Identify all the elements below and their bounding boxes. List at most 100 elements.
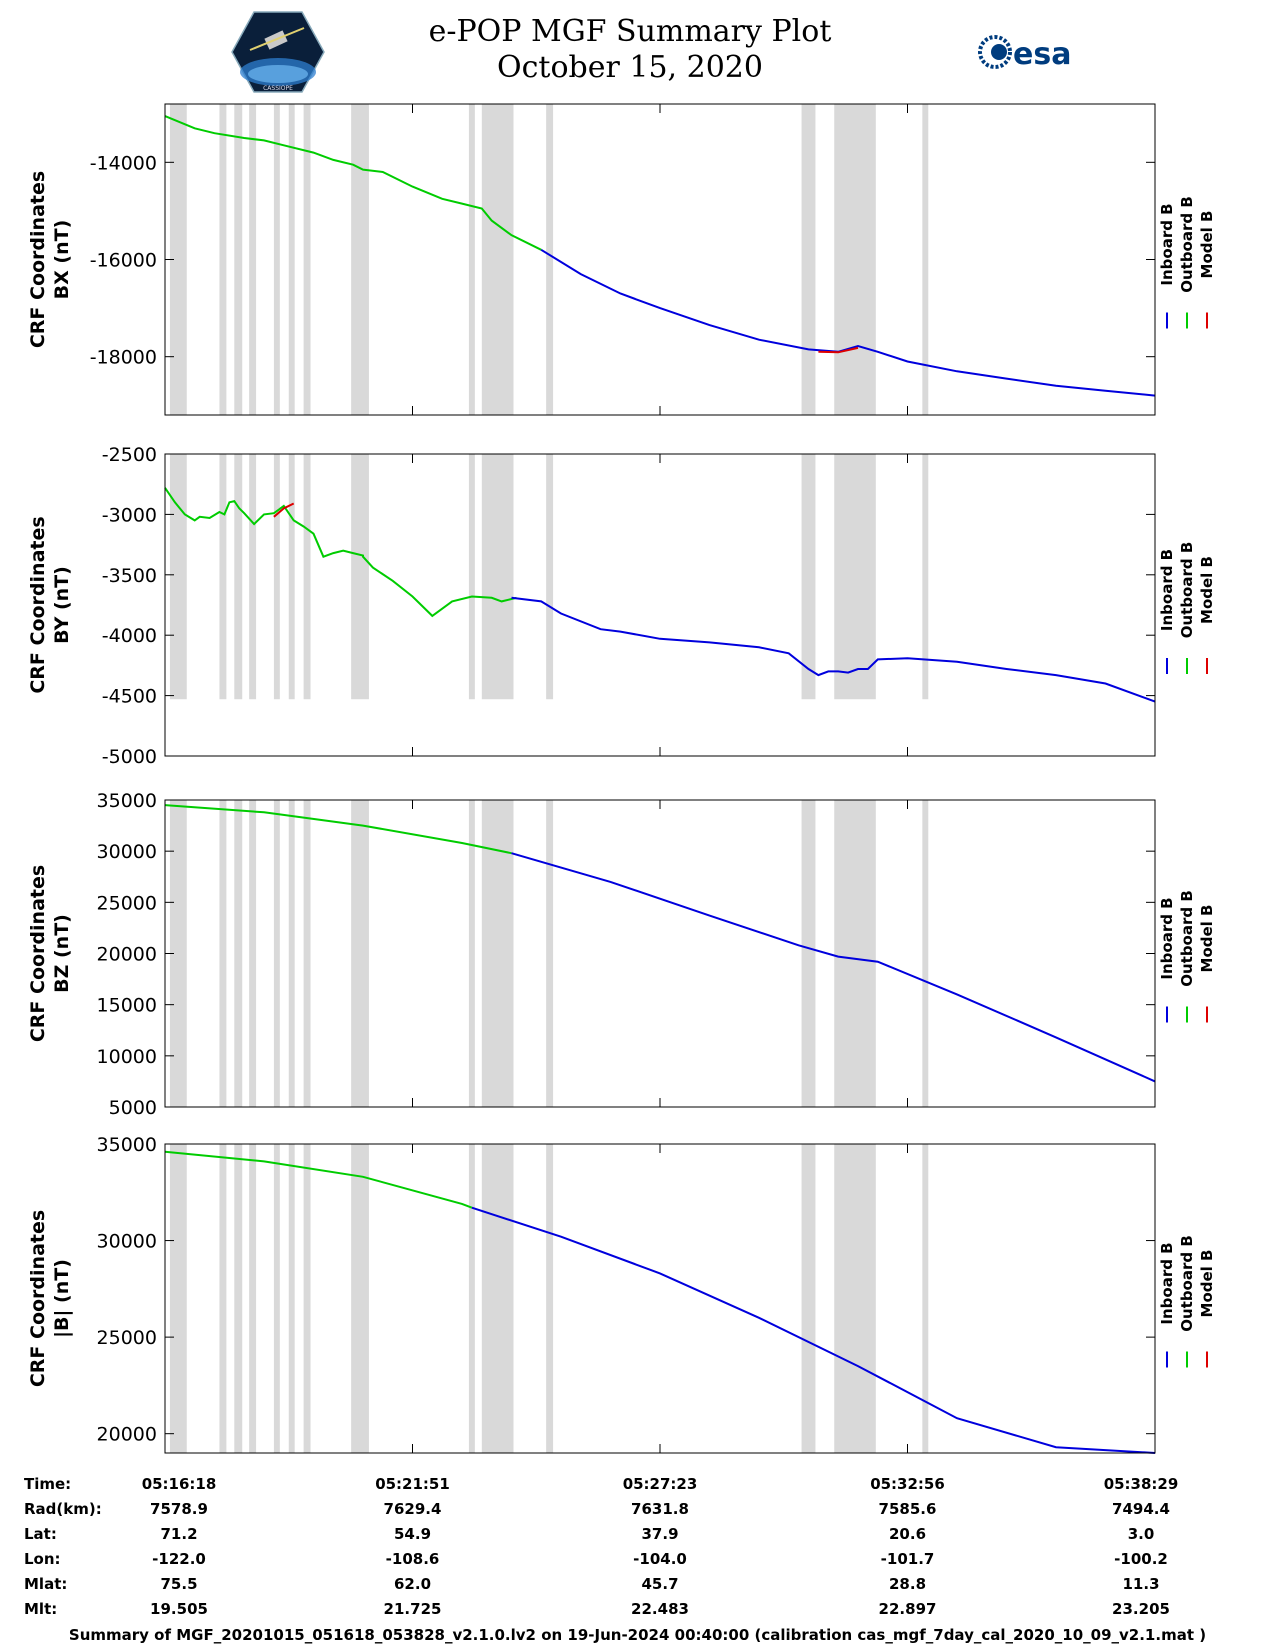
- legend-label: Outboard B: [1178, 1235, 1196, 1332]
- shaded-gap-region: [303, 454, 311, 700]
- shaded-gap-region: [801, 800, 816, 1107]
- shaded-gap-region: [249, 104, 257, 415]
- shaded-gap-region: [481, 800, 514, 1107]
- shaded-gap-region: [303, 800, 311, 1107]
- plot-frame: [164, 103, 1156, 416]
- y-tick-label: 35000: [97, 1134, 157, 1156]
- shaded-gap-region: [351, 454, 369, 700]
- footer-caption: Summary of MGF_20201015_051618_053828_v2…: [68, 1626, 1207, 1644]
- y-axis-label-line2: BZ (nT): [51, 914, 73, 993]
- shaded-gap-region: [303, 1144, 311, 1453]
- plot-frame: [164, 799, 1156, 1108]
- shaded-gap-region: [288, 454, 295, 700]
- shaded-gap-region: [219, 104, 227, 415]
- shaded-gap-region: [468, 454, 475, 700]
- shaded-gap-region: [351, 800, 369, 1107]
- shaded-gap-region: [834, 454, 876, 700]
- cassiope-logo: CASSIOPE: [231, 11, 325, 93]
- y-tick-label: -18000: [90, 347, 157, 369]
- shaded-gap-region: [468, 800, 475, 1107]
- esa-logo-text: esa: [1013, 37, 1071, 72]
- shaded-gap-region: [273, 104, 280, 415]
- series-line-inboard-b: [540, 248, 1156, 397]
- y-axis-label-line1: CRF Coordinates: [27, 865, 49, 1042]
- shaded-gap-region: [169, 104, 187, 415]
- shaded-gap-region: [801, 454, 816, 700]
- shaded-gap-region: [801, 1144, 816, 1453]
- y-tick-label: 10000: [97, 1046, 157, 1068]
- shaded-gap-region: [351, 1144, 369, 1453]
- y-tick-label: 20000: [97, 944, 157, 966]
- shaded-gap-region: [922, 1144, 929, 1453]
- shaded-gap-region: [234, 800, 243, 1107]
- shaded-gap-region: [303, 104, 311, 415]
- legend-label: Inboard B: [1158, 897, 1176, 979]
- legend-label: Outboard B: [1178, 196, 1196, 293]
- shaded-gap-region: [234, 104, 243, 415]
- y-tick-label: -3000: [102, 504, 157, 526]
- title-line-2: October 15, 2020: [497, 50, 763, 85]
- shaded-gap-region: [288, 104, 295, 415]
- legend-label: Outboard B: [1178, 542, 1196, 639]
- cassiope-logo-text: CASSIOPE: [263, 85, 293, 92]
- shaded-gap-region: [249, 454, 257, 700]
- y-tick-label: -4500: [102, 686, 157, 708]
- plot-frame: [164, 453, 1156, 757]
- y-tick-label: 5000: [109, 1097, 157, 1119]
- shaded-gap-region: [169, 800, 187, 1107]
- y-tick-label: 35000: [97, 790, 157, 812]
- shaded-gap-region: [468, 104, 475, 415]
- series-line-inboard-b: [511, 596, 1156, 703]
- legend-label: Inboard B: [1158, 203, 1176, 285]
- shaded-gap-region: [922, 454, 929, 700]
- shaded-gap-region: [219, 800, 227, 1107]
- shaded-gap-region: [834, 1144, 876, 1453]
- shaded-gap-region: [234, 454, 243, 700]
- series-line-model-b: [818, 346, 859, 354]
- y-tick-label: -3500: [102, 565, 157, 587]
- y-axis-label-line2: |B| (nT): [51, 1259, 73, 1338]
- y-axis-label-line1: CRF Coordinates: [27, 1210, 49, 1387]
- y-axis-label-line1: CRF Coordinates: [27, 171, 49, 348]
- shaded-gap-region: [273, 800, 280, 1107]
- y-tick-label: 30000: [97, 841, 157, 863]
- shaded-gap-region: [219, 454, 227, 700]
- shaded-gap-region: [351, 104, 369, 415]
- shaded-gap-region: [273, 454, 280, 700]
- y-tick-label: 30000: [97, 1231, 157, 1253]
- plot-frame: [164, 1143, 1156, 1454]
- series-line-outboard-b: [164, 804, 512, 855]
- series-line-model-b: [273, 502, 295, 518]
- y-tick-label: -5000: [102, 746, 157, 768]
- y-tick-label: 25000: [97, 892, 157, 914]
- shaded-gap-region: [922, 800, 929, 1107]
- legend-label: Model B: [1198, 905, 1216, 973]
- y-axis-label-line1: CRF Coordinates: [27, 516, 49, 693]
- series-line-inboard-b: [511, 852, 1156, 1083]
- shaded-gap-region: [834, 800, 876, 1107]
- shaded-gap-region: [249, 800, 257, 1107]
- shaded-gap-region: [288, 800, 295, 1107]
- shaded-gap-region: [273, 1144, 280, 1453]
- shaded-gap-region: [288, 1144, 295, 1453]
- series-line-outboard-b: [164, 115, 542, 251]
- shaded-gap-region: [219, 1144, 227, 1453]
- legend-label: Inboard B: [1158, 549, 1176, 631]
- shaded-gap-region: [234, 1144, 243, 1453]
- shaded-gap-region: [169, 454, 187, 700]
- shaded-gap-region: [546, 104, 554, 415]
- legend-label: Inboard B: [1158, 1242, 1176, 1324]
- y-tick-label: 25000: [97, 1327, 157, 1349]
- y-axis-label-line2: BX (nT): [51, 220, 73, 300]
- shaded-gap-region: [169, 1144, 187, 1453]
- shaded-gap-region: [481, 454, 514, 700]
- y-axis-label-line2: BY (nT): [51, 566, 73, 644]
- shaded-gap-region: [801, 104, 816, 415]
- legend-label: Model B: [1198, 1250, 1216, 1318]
- y-tick-label: 20000: [97, 1424, 157, 1446]
- shaded-gap-region: [468, 1144, 475, 1453]
- y-tick-label: -4000: [102, 625, 157, 647]
- shaded-gap-region: [546, 1144, 554, 1453]
- shaded-gap-region: [546, 800, 554, 1107]
